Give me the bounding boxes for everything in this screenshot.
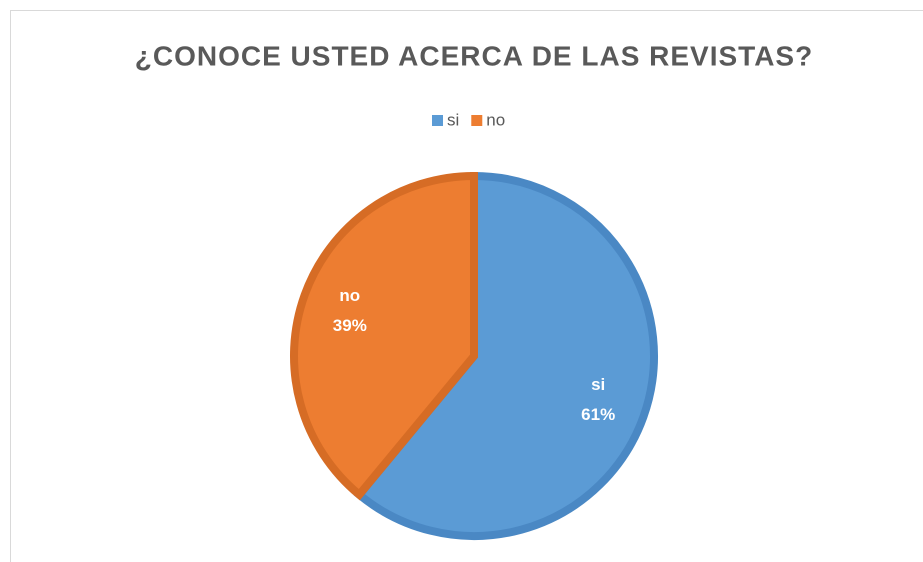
slice-label: no [339,286,360,305]
pie-slice [290,171,478,501]
legend-label: si [447,110,459,129]
slice-label: si [591,375,605,394]
slice-value-label: 61% [581,405,615,424]
legend-label: no [486,110,505,129]
pie-slice [353,171,658,540]
legend-swatch [432,115,443,126]
slice-value-label: 39% [333,316,367,335]
legend-swatch [471,115,483,126]
chart-title: ¿CONOCE USTED ACERCA DE LAS REVISTAS? [135,40,813,71]
